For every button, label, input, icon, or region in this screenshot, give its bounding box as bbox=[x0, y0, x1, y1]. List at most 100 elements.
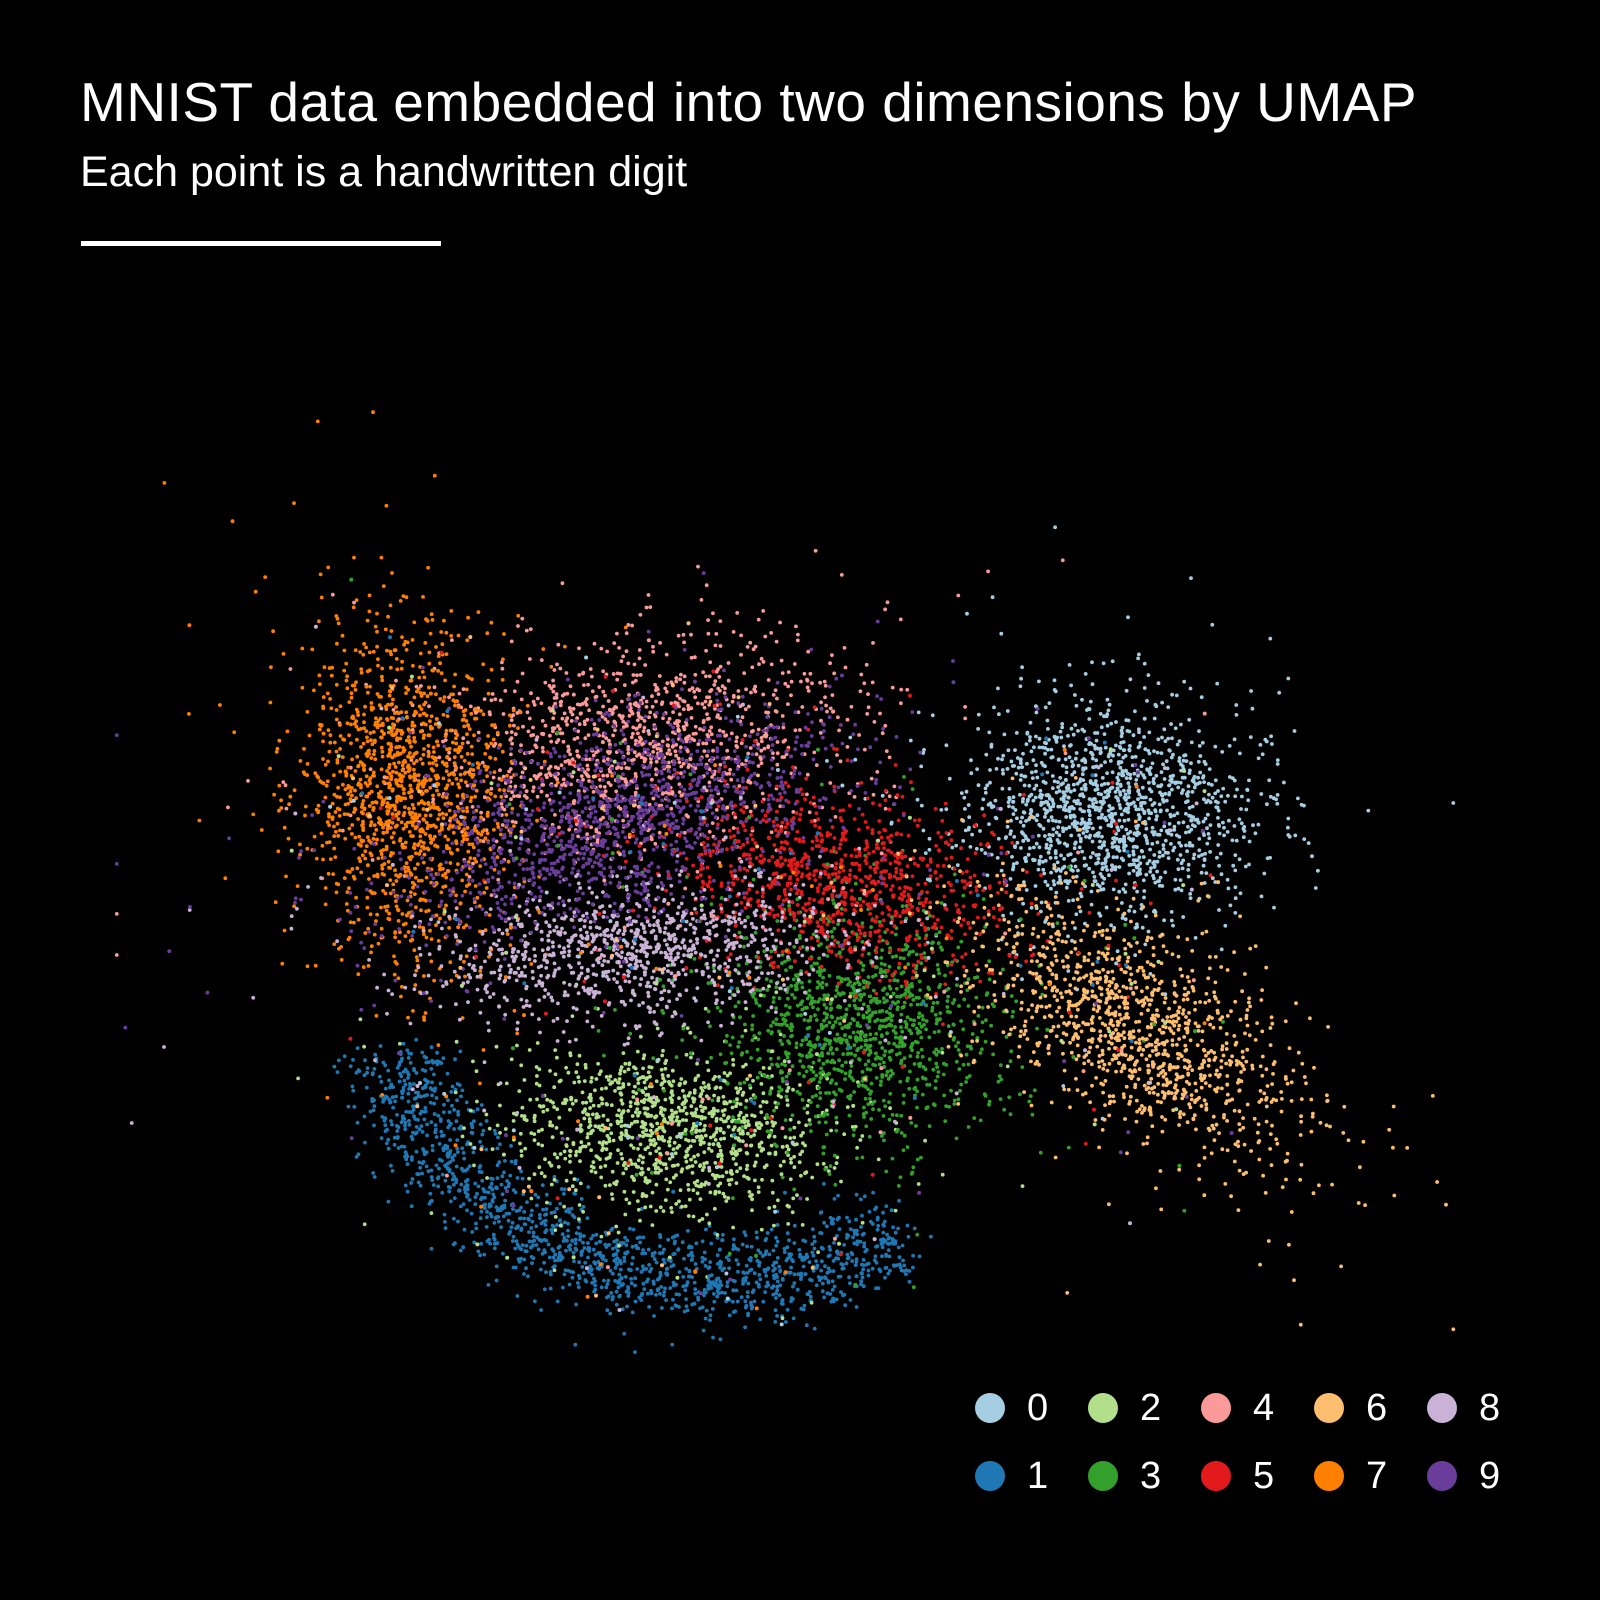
point-digit-1 bbox=[704, 1308, 709, 1313]
point-digit-1 bbox=[447, 1110, 452, 1114]
point-digit-1 bbox=[535, 1203, 539, 1208]
point-digit-2 bbox=[605, 1102, 609, 1107]
point-digit-3 bbox=[833, 1182, 838, 1187]
point-digit-1 bbox=[876, 1223, 881, 1228]
point-digit-1 bbox=[820, 1259, 824, 1264]
point-digit-1 bbox=[405, 1162, 410, 1167]
point-digit-0 bbox=[1270, 742, 1274, 746]
point-digit-0 bbox=[1057, 875, 1062, 879]
point-digit-1 bbox=[516, 1257, 521, 1261]
point-digit-1 bbox=[400, 1089, 404, 1094]
point-digit-2 bbox=[687, 1164, 692, 1169]
point-digit-3 bbox=[771, 1000, 776, 1004]
point-digit-0 bbox=[1117, 849, 1122, 853]
point-digit-1 bbox=[522, 1216, 527, 1221]
point-digit-1 bbox=[832, 1197, 837, 1201]
point-digit-1 bbox=[467, 1164, 472, 1169]
point-digit-0 bbox=[1060, 826, 1065, 830]
point-digit-1 bbox=[727, 1313, 732, 1318]
point-digit-0 bbox=[1223, 923, 1228, 928]
point-digit-2 bbox=[778, 1163, 783, 1168]
point-digit-0 bbox=[1215, 681, 1220, 686]
point-digit-3 bbox=[882, 1060, 886, 1065]
point-digit-3 bbox=[936, 941, 941, 946]
point-digit-0 bbox=[1064, 885, 1069, 890]
point-digit-2 bbox=[800, 1149, 805, 1154]
point-digit-1 bbox=[561, 1192, 566, 1196]
point-digit-2 bbox=[545, 1097, 550, 1102]
point-digit-2 bbox=[698, 1104, 703, 1109]
point-digit-2 bbox=[646, 1070, 651, 1075]
point-digit-2 bbox=[583, 1065, 588, 1070]
point-digit-0 bbox=[1141, 759, 1146, 763]
point-digit-2 bbox=[522, 1117, 527, 1121]
point-digit-0 bbox=[1098, 913, 1103, 918]
point-digit-0 bbox=[1175, 857, 1180, 862]
point-digit-2 bbox=[629, 1143, 633, 1148]
point-digit-2 bbox=[595, 1112, 599, 1117]
point-digit-0 bbox=[1066, 783, 1071, 788]
point-digit-1 bbox=[782, 1250, 787, 1254]
point-digit-0 bbox=[1142, 809, 1147, 814]
point-digit-0 bbox=[1074, 801, 1079, 806]
point-digit-1 bbox=[718, 1279, 723, 1284]
point-digit-1 bbox=[712, 1299, 717, 1304]
point-digit-1 bbox=[433, 1123, 438, 1128]
point-digit-1 bbox=[616, 1285, 621, 1290]
point-digit-1 bbox=[854, 1305, 859, 1309]
point-digit-0 bbox=[1093, 731, 1097, 735]
point-digit-0 bbox=[1123, 890, 1128, 894]
point-digit-3 bbox=[942, 1093, 946, 1098]
point-digit-3 bbox=[783, 1118, 788, 1122]
point-digit-1 bbox=[911, 1253, 915, 1258]
point-digit-0 bbox=[1115, 949, 1120, 954]
point-digit-0 bbox=[1275, 793, 1280, 797]
point-digit-1 bbox=[832, 1241, 836, 1245]
point-digit-2 bbox=[940, 1172, 945, 1177]
point-digit-0 bbox=[1161, 762, 1165, 767]
point-digit-1 bbox=[447, 1123, 452, 1128]
point-digit-2 bbox=[768, 1151, 772, 1156]
point-digit-1 bbox=[392, 1142, 397, 1147]
point-digit-3 bbox=[935, 1000, 940, 1005]
point-digit-2 bbox=[604, 1147, 609, 1152]
point-digit-1 bbox=[757, 1263, 761, 1268]
point-digit-1 bbox=[643, 1251, 648, 1256]
point-digit-0 bbox=[1103, 861, 1107, 865]
point-digit-3 bbox=[817, 1085, 821, 1090]
point-digit-0 bbox=[1069, 789, 1073, 794]
point-digit-0 bbox=[1104, 864, 1108, 869]
point-digit-2 bbox=[752, 1163, 757, 1168]
point-digit-3 bbox=[808, 1042, 813, 1047]
point-digit-3 bbox=[891, 991, 896, 996]
point-digit-0 bbox=[1057, 789, 1062, 793]
point-digit-3 bbox=[924, 1106, 929, 1111]
point-digit-3 bbox=[978, 1051, 983, 1055]
point-digit-1 bbox=[800, 1258, 805, 1262]
point-digit-0 bbox=[1039, 909, 1043, 914]
point-digit-1 bbox=[708, 1318, 712, 1322]
point-digit-0 bbox=[1136, 813, 1141, 817]
point-digit-2 bbox=[469, 1108, 473, 1113]
point-digit-3 bbox=[987, 959, 992, 964]
point-digit-0 bbox=[1078, 891, 1083, 896]
point-digit-2 bbox=[600, 1148, 604, 1153]
point-digit-1 bbox=[553, 1252, 558, 1257]
point-digit-1 bbox=[906, 1234, 911, 1239]
point-digit-3 bbox=[890, 1156, 895, 1161]
point-digit-0 bbox=[1268, 794, 1273, 799]
point-digit-1 bbox=[860, 1275, 865, 1280]
point-digit-1 bbox=[569, 1206, 574, 1211]
point-digit-0 bbox=[993, 798, 998, 803]
point-digit-1 bbox=[758, 1277, 763, 1282]
point-digit-1 bbox=[450, 1103, 454, 1108]
point-digit-2 bbox=[608, 1152, 613, 1156]
point-digit-1 bbox=[425, 1080, 430, 1085]
point-digit-1 bbox=[796, 1272, 801, 1276]
point-digit-1 bbox=[408, 1083, 413, 1088]
point-digit-0 bbox=[1169, 777, 1174, 782]
point-digit-2 bbox=[694, 1130, 698, 1134]
point-digit-2 bbox=[717, 1190, 722, 1195]
point-digit-0 bbox=[1267, 778, 1272, 783]
point-digit-1 bbox=[542, 1249, 547, 1254]
